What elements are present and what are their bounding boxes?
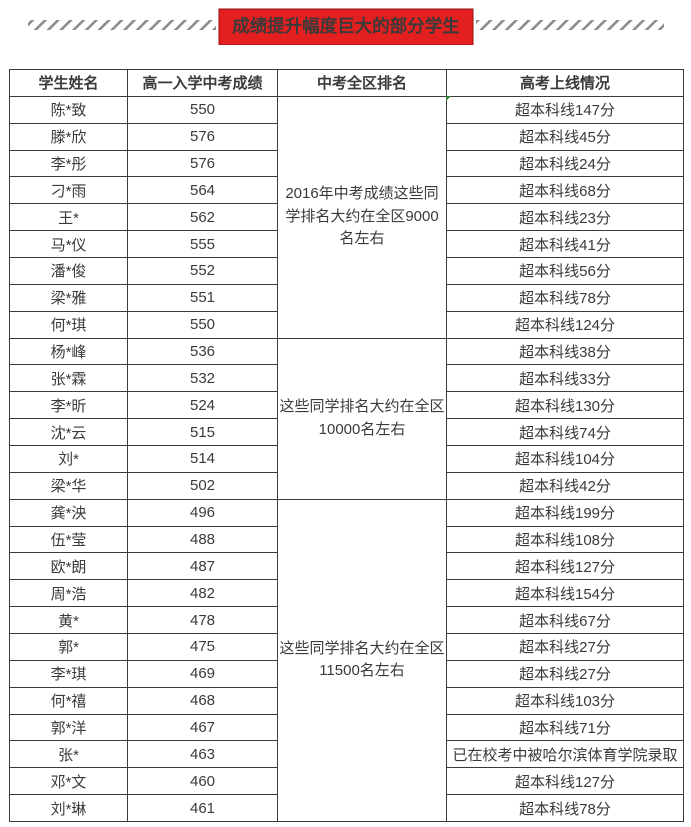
- svg-text:成绩提升幅度巨大的部分学生: 成绩提升幅度巨大的部分学生: [232, 16, 460, 36]
